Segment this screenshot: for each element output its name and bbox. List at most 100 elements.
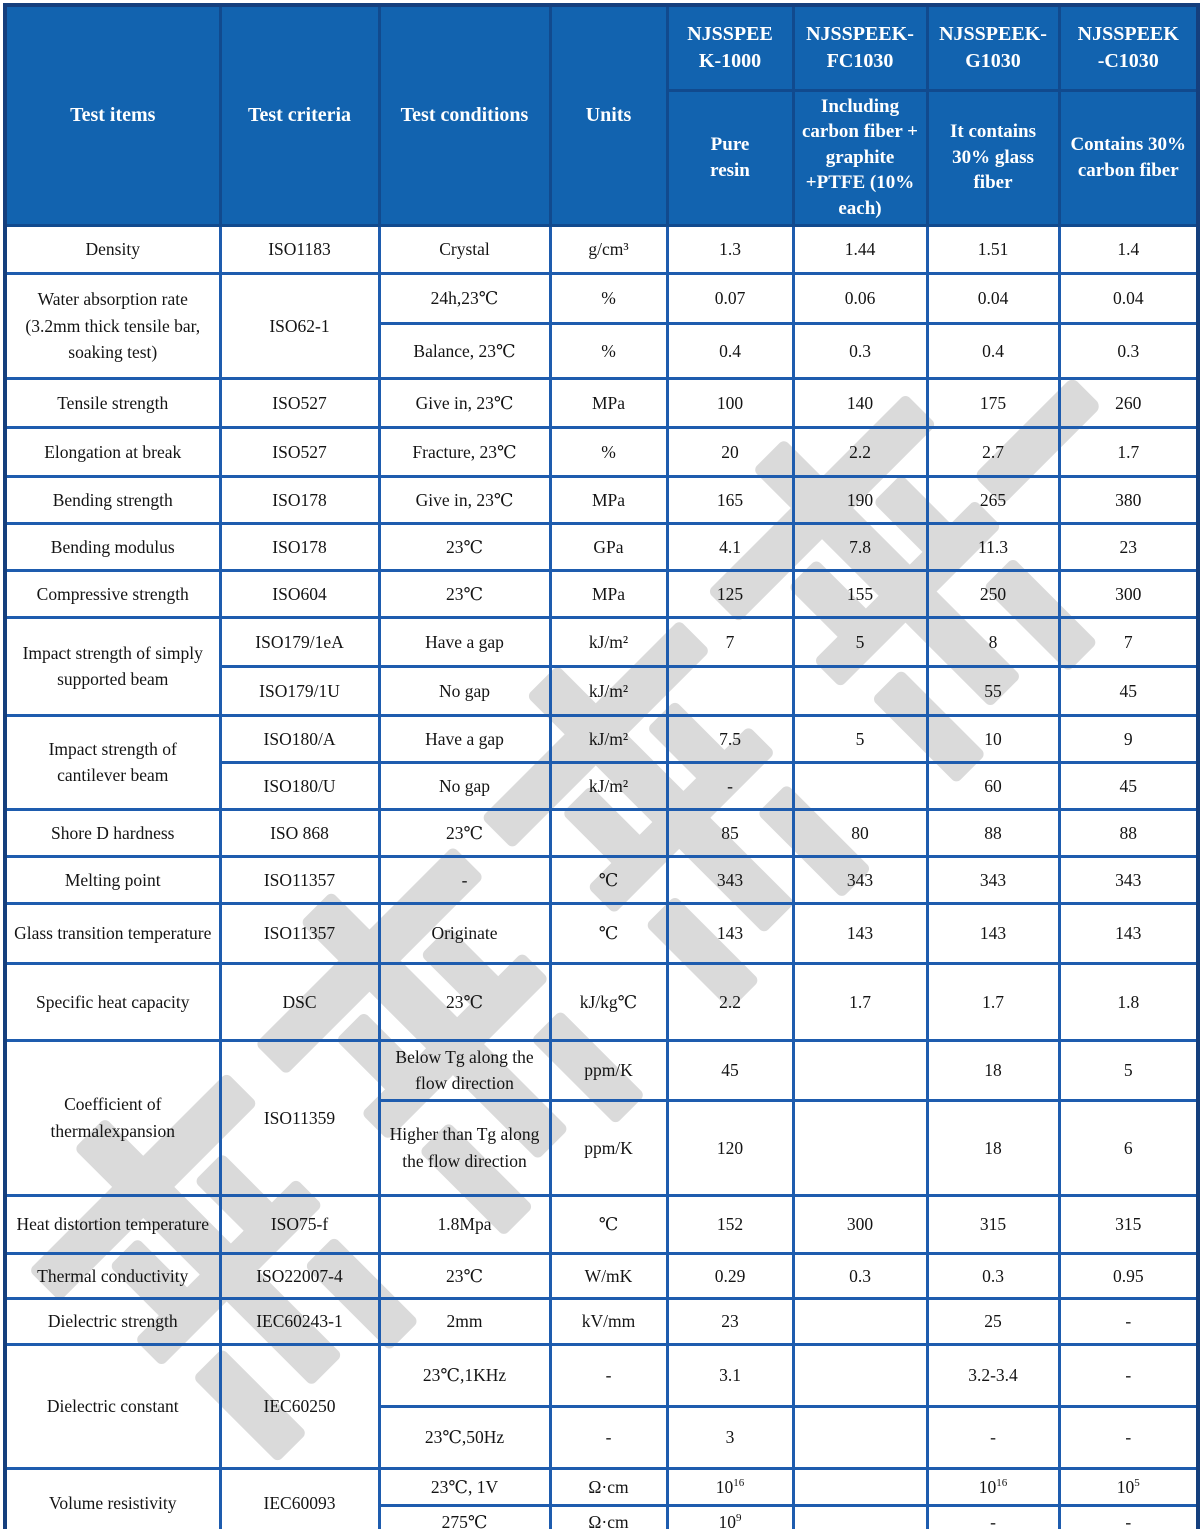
- unit-cell: ppm/K: [548, 1038, 669, 1102]
- value-cell: 10: [925, 713, 1061, 764]
- value-cell: 0.3: [925, 1251, 1061, 1300]
- test-condition-cell: 23℃,1KHz: [377, 1342, 552, 1408]
- value-cell: -: [925, 1404, 1061, 1470]
- value-cell: 45: [665, 1038, 795, 1102]
- table-row: Shore D hardness ISO 868 23℃ 85 80 88 88: [3, 807, 1200, 858]
- test-criteria-cell: ISO179/1eA: [218, 615, 381, 668]
- unit-cell: MPa: [548, 474, 669, 525]
- value-cell: 4.1: [665, 521, 795, 572]
- value-cell: 143: [925, 901, 1061, 965]
- test-condition-cell: 1.8Mpa: [377, 1193, 552, 1255]
- value-cell: 190: [791, 474, 929, 525]
- unit-cell: MPa: [548, 376, 669, 429]
- value-cell: 0.06: [791, 271, 929, 325]
- unit-cell: Ω·cm: [548, 1466, 669, 1507]
- test-item-cell: Elongation at break: [3, 425, 222, 478]
- value-cell: 100: [665, 376, 795, 429]
- value-cell: 300: [791, 1193, 929, 1255]
- value-cell: 152: [665, 1193, 795, 1255]
- value-cell: 120: [665, 1098, 795, 1197]
- test-condition-cell: 24h,23℃: [377, 271, 552, 325]
- test-item-cell: Specific heat capacity: [3, 961, 222, 1042]
- value-cell: 60: [925, 760, 1061, 811]
- value-cell: [791, 1503, 929, 1529]
- unit-cell: kV/mm: [548, 1296, 669, 1346]
- value-cell: 315: [925, 1193, 1061, 1255]
- test-criteria-cell: ISO22007-4: [218, 1251, 381, 1300]
- test-condition-cell: 23℃: [377, 807, 552, 858]
- unit-cell: kJ/m²: [548, 713, 669, 764]
- test-criteria-cell: ISO178: [218, 474, 381, 525]
- unit-cell: kJ/m²: [548, 760, 669, 811]
- material-name-header: NJSSPEEK -C1030: [1057, 3, 1200, 92]
- table-row: Heat distortion temperature ISO75-f 1.8Mpa…: [3, 1193, 1200, 1255]
- test-criteria-cell: ISO 868: [218, 807, 381, 858]
- test-criteria-cell: ISO180/A: [218, 713, 381, 764]
- table-row: Coefficient of thermalexpansion ISO11359 B…: [3, 1038, 1200, 1197]
- table-row: Higher than Tg along the flow direction p…: [5, 1098, 1200, 1197]
- test-criteria-cell: ISO180/U: [218, 760, 381, 811]
- test-criteria-cell: ISO62-1: [218, 271, 381, 380]
- value-cell: 5: [791, 713, 929, 764]
- value-cell: 23: [665, 1296, 795, 1346]
- test-item-cell: Thermal conductivity: [3, 1251, 222, 1300]
- test-criteria-cell: DSC: [218, 961, 381, 1042]
- value-cell: 0.04: [1057, 271, 1200, 325]
- value-cell: -: [1057, 1342, 1200, 1408]
- value-cell: 80: [791, 807, 929, 858]
- value-cell: 45: [1057, 760, 1200, 811]
- value-cell: 1.7: [925, 961, 1061, 1042]
- value-cell: [791, 1342, 929, 1408]
- test-item-cell: Compressive strength: [3, 568, 222, 619]
- header-test-conditions: Test conditions: [377, 3, 552, 227]
- value-cell: 250: [925, 568, 1061, 619]
- value-cell: 7: [1057, 615, 1200, 668]
- table-row: Density ISO1183 Crystal g/cm³ 1.3 1.44 1.51 1.4: [3, 223, 1200, 275]
- test-criteria-cell: ISO11357: [218, 854, 381, 905]
- value-cell: 140: [791, 376, 929, 429]
- value-cell: 23: [1057, 521, 1200, 572]
- value-cell: 2.7: [925, 425, 1061, 478]
- header-units: Units: [548, 3, 669, 227]
- value-cell: 85: [665, 807, 795, 858]
- value-cell: 343: [925, 854, 1061, 905]
- test-condition-cell: 23℃: [377, 568, 552, 619]
- table-row: Balance, 23℃% 0.4 0.3 0.4 0.3: [5, 321, 1200, 380]
- value-cell: 165: [665, 474, 795, 525]
- value-cell: 105: [1057, 1466, 1200, 1507]
- value-cell: 343: [665, 854, 795, 905]
- table-row: Dielectric strength IEC60243-1 2mm kV/mm 23 2…: [3, 1296, 1200, 1346]
- value-cell: [791, 1404, 929, 1470]
- value-cell: 1.7: [791, 961, 929, 1042]
- value-cell: 3.2-3.4: [925, 1342, 1061, 1408]
- unit-cell: -: [548, 1342, 669, 1408]
- test-criteria-cell: IEC60250: [218, 1342, 381, 1470]
- header-row-descriptions: Pure resin Including carbon fiber + grap…: [5, 88, 1200, 227]
- value-cell: 2.2: [791, 425, 929, 478]
- test-condition-cell: No gap: [377, 760, 552, 811]
- value-cell: [791, 664, 929, 717]
- value-cell: 143: [665, 901, 795, 965]
- table-row: ISO179/1U No gap kJ/m² 55 45: [5, 664, 1200, 717]
- material-name-header: NJSSPEEK- G1030: [925, 3, 1061, 92]
- material-desc-header: It contains 30% glass fiber: [925, 88, 1061, 227]
- test-item-cell: Impact strength of simply supported beam: [3, 615, 222, 717]
- test-condition-cell: 23℃: [377, 521, 552, 572]
- value-cell: 265: [925, 474, 1061, 525]
- test-condition-cell: Fracture, 23℃: [377, 425, 552, 478]
- table-row: Melting point ISO11357- ℃ 343 343 343 343: [3, 854, 1200, 905]
- value-cell: 7: [665, 615, 795, 668]
- table-row: Glass transition temperature ISO11357 Orig…: [3, 901, 1200, 965]
- value-cell: 0.07: [665, 271, 795, 325]
- value-cell: 8: [925, 615, 1061, 668]
- value-cell: 6: [1057, 1098, 1200, 1197]
- test-criteria-cell: ISO11357: [218, 901, 381, 965]
- test-item-cell: Volume resistivity: [3, 1466, 222, 1529]
- table-row: Elongation at break ISO527 Fracture, 23℃% 2…: [3, 425, 1200, 478]
- value-cell: 0.3: [791, 1251, 929, 1300]
- unit-cell: Ω·cm: [548, 1503, 669, 1529]
- test-criteria-cell: ISO178: [218, 521, 381, 572]
- test-criteria-cell: ISO179/1U: [218, 664, 381, 717]
- test-item-cell: Dielectric constant: [3, 1342, 222, 1470]
